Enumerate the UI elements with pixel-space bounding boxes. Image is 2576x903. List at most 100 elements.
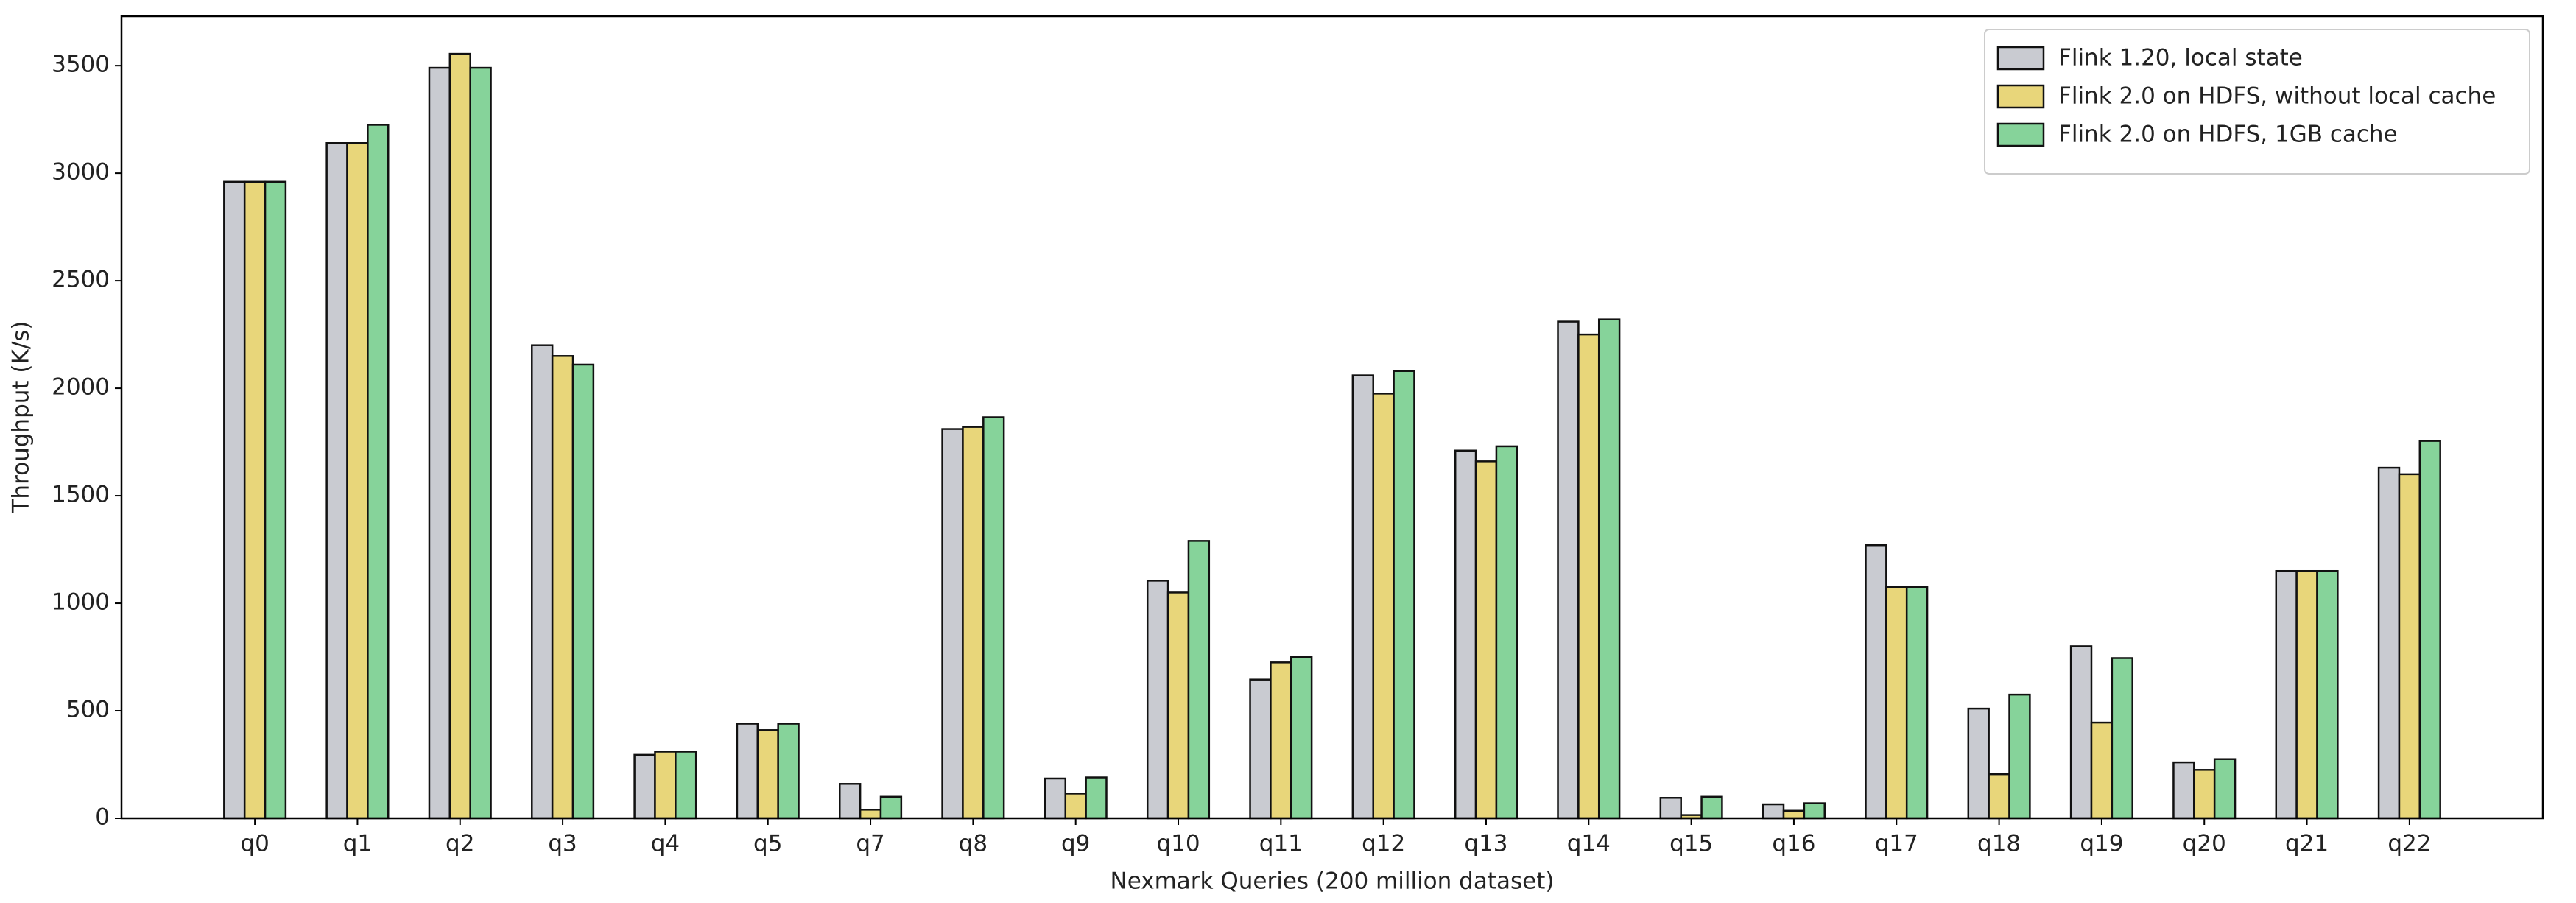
bar: [1885, 586, 1908, 820]
bar: [2069, 645, 2093, 820]
bar: [1557, 320, 1580, 820]
bar: [448, 52, 471, 820]
bar: [1782, 809, 1806, 820]
x-tick-label: q16: [1772, 831, 1815, 857]
bar: [736, 723, 759, 820]
bar: [571, 363, 595, 820]
y-tick-label: 500: [66, 697, 110, 723]
x-tick-label: q4: [651, 831, 680, 857]
bar: [2295, 569, 2318, 820]
legend-swatch: [1996, 46, 2045, 71]
x-tick-label: q9: [1061, 831, 1090, 857]
bar: [1290, 656, 1313, 820]
bar: [2008, 693, 2031, 820]
bar: [264, 180, 287, 820]
bar: [859, 809, 882, 820]
bar: [2111, 657, 2133, 820]
x-tick-label: q3: [548, 831, 577, 857]
bar: [2316, 569, 2339, 820]
legend-box: [1984, 29, 2530, 175]
bar: [2377, 466, 2401, 820]
y-tick-label: 3500: [52, 52, 110, 78]
legend: Flink 1.20, local state Flink 2.0 on HDFS…: [1984, 29, 2530, 175]
bar: [1351, 374, 1374, 820]
bar: [879, 795, 903, 820]
bar: [2398, 473, 2421, 820]
bar: [223, 180, 246, 820]
bar: [346, 142, 369, 820]
bar: [2193, 769, 2216, 820]
bar: [1166, 591, 1190, 820]
y-tick-label: 1500: [52, 482, 110, 508]
bar: [941, 428, 964, 820]
x-tick-label: q11: [1259, 831, 1303, 857]
bar: [243, 180, 267, 820]
bar: [1762, 803, 1785, 820]
bar: [531, 344, 554, 820]
legend-swatch: [1996, 84, 2045, 109]
y-tick-label: 0: [95, 804, 110, 831]
x-tick-label: q5: [753, 831, 782, 857]
y-tick-label: 3000: [52, 159, 110, 186]
x-tick-label: q14: [1567, 831, 1611, 857]
x-tick-label: q21: [2285, 831, 2329, 857]
x-tick-label: q17: [1875, 831, 1918, 857]
x-axis-label: Nexmark Queries (200 million dataset): [1111, 868, 1555, 895]
x-tick-label: q12: [1362, 831, 1405, 857]
bar: [777, 723, 800, 820]
bar: [1865, 544, 1887, 820]
x-tick-label: q13: [1464, 831, 1507, 857]
x-tick-label: q0: [240, 831, 269, 857]
bar: [1187, 540, 1211, 820]
bar: [1495, 445, 1518, 820]
x-tick-label: q7: [856, 831, 884, 857]
y-tick-label: 2000: [52, 374, 110, 401]
bar: [839, 783, 862, 820]
legend-label: Flink 1.20, local state: [2058, 45, 2303, 71]
bar: [1659, 797, 1682, 820]
bar: [2090, 721, 2114, 820]
bar: [1967, 707, 1990, 820]
x-tick-label: q15: [1669, 831, 1713, 857]
bar: [2275, 569, 2298, 820]
bar: [469, 66, 492, 820]
bar: [1905, 586, 1929, 820]
bar: [1270, 661, 1292, 820]
bar: [1577, 333, 1600, 820]
bar: [551, 355, 574, 820]
bar: [2213, 758, 2237, 820]
bar: [1700, 795, 1723, 820]
bar: [1064, 793, 1087, 820]
bar: [2418, 440, 2441, 820]
bar: [1146, 580, 1169, 820]
bar: [1044, 777, 1067, 820]
x-tick-label: q2: [446, 831, 474, 857]
bar: [756, 729, 779, 820]
legend-label: Flink 2.0 on HDFS, without local cache: [2058, 83, 2496, 110]
bar: [1393, 370, 1415, 820]
plot-frame: [120, 15, 2544, 820]
x-tick-label: q22: [2387, 831, 2431, 857]
bar: [2172, 761, 2195, 820]
bar: [1372, 393, 1395, 820]
bar: [325, 142, 348, 820]
bar: [633, 753, 656, 820]
bar: [1454, 449, 1477, 820]
bar: [1803, 802, 1826, 820]
bar: [1085, 776, 1108, 820]
bar: [1597, 318, 1621, 820]
bar: [428, 66, 451, 820]
bar: [367, 124, 390, 820]
x-tick-label: q19: [2080, 831, 2123, 857]
x-tick-label: q20: [2183, 831, 2226, 857]
x-tick-label: q1: [343, 831, 372, 857]
bar: [654, 751, 677, 820]
bar: [962, 426, 985, 820]
y-tick-label: 1000: [52, 589, 110, 616]
x-tick-label: q18: [1977, 831, 2021, 857]
legend-swatch: [1996, 122, 2045, 147]
bar: [1249, 678, 1272, 820]
y-axis-label: Throughput (K/s): [8, 320, 35, 513]
legend-label: Flink 2.0 on HDFS, 1GB cache: [2058, 122, 2398, 148]
